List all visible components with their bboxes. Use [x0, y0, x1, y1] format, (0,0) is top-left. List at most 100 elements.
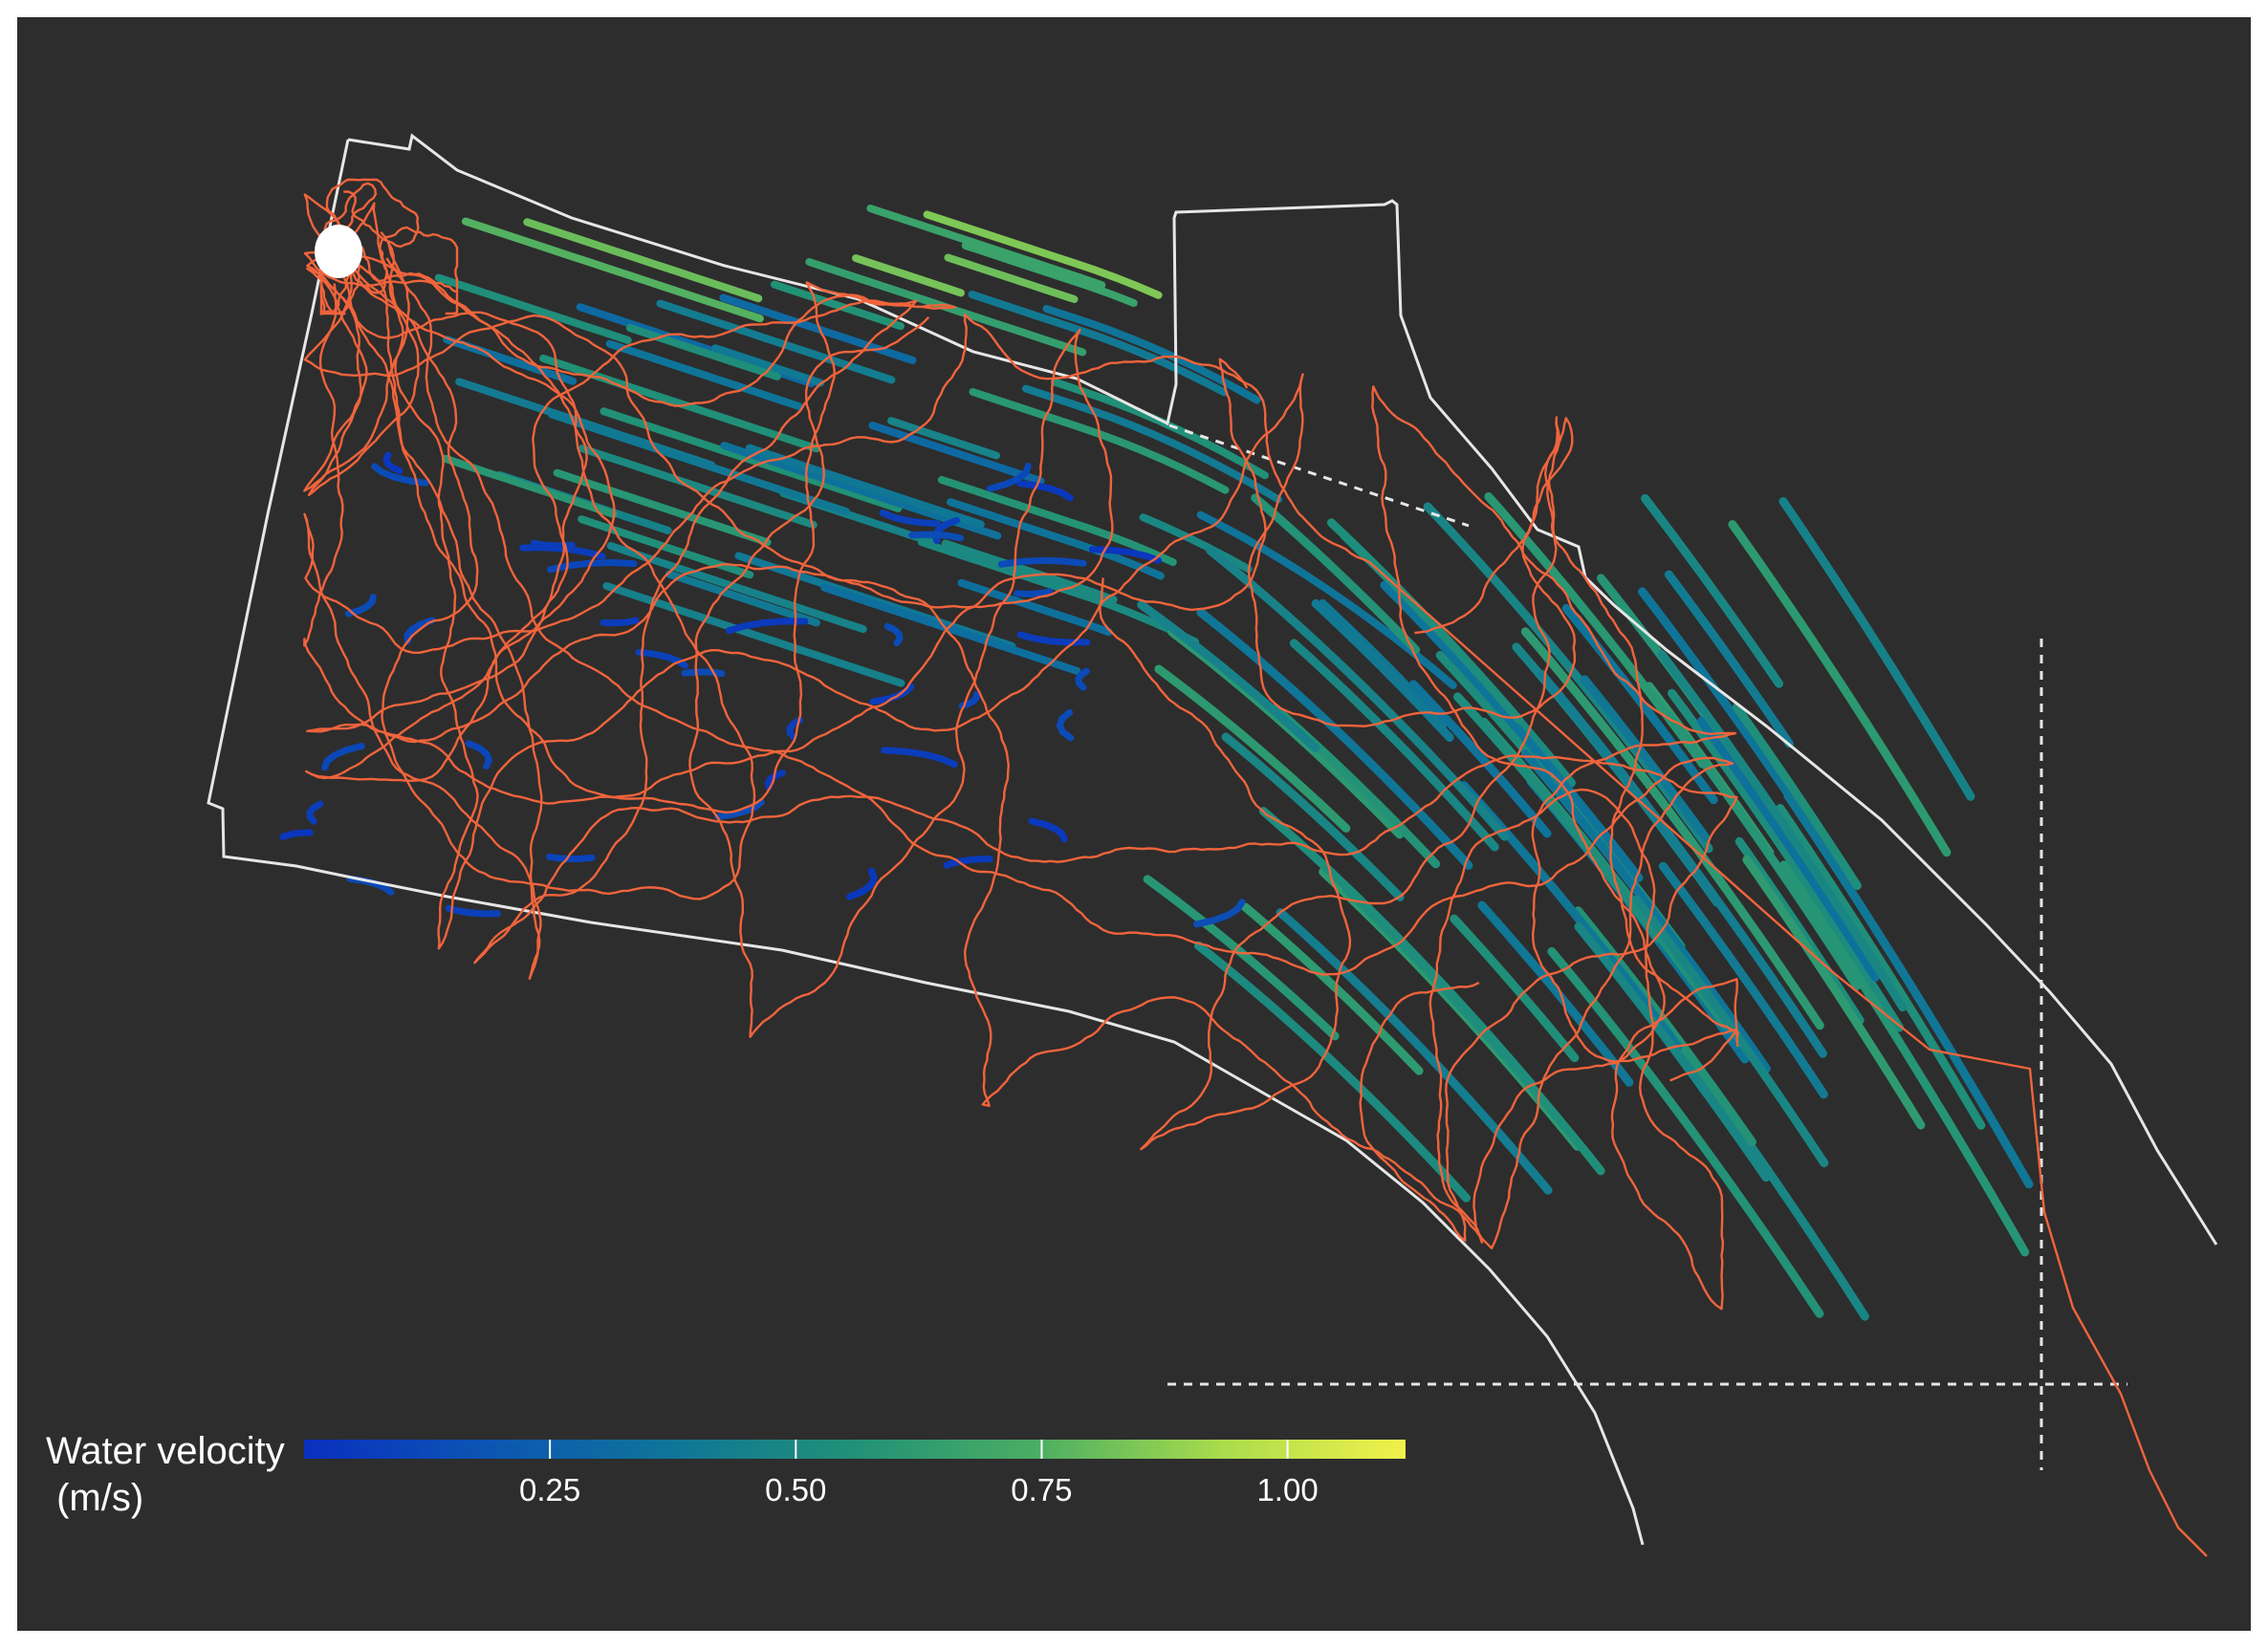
streamline-outlet-0 [1641, 494, 1784, 688]
streamline-eddy-10 [714, 798, 765, 820]
streamline-outlet-29 [1318, 598, 1448, 729]
streamline-outlet-57 [1632, 895, 1829, 1168]
streamline-eddy-17 [943, 856, 993, 869]
streamline-outlet-4 [1537, 669, 1827, 1058]
streamline-upper-32 [937, 475, 1177, 567]
legend-title: Water velocity [46, 1430, 285, 1472]
streamline-upper-21 [1139, 513, 1253, 574]
streamline-outlet-22 [1668, 688, 1904, 1032]
streamline-eddy-30 [344, 594, 377, 618]
streamline-upper-4 [539, 354, 821, 453]
streamline-upper-33 [947, 498, 1165, 580]
streamline-upper-46 [606, 542, 867, 634]
streamline-outlet-27 [1776, 804, 1986, 1130]
streamline-eddy-4 [371, 463, 429, 487]
streamline-outlet-47 [1258, 807, 1536, 1089]
streamline-upper-24 [523, 218, 763, 303]
streamline-upper-29 [969, 388, 1230, 494]
streamline-outlet-14 [1276, 908, 1553, 1195]
streamline-outlet-58 [1221, 732, 1405, 901]
streamline-outlet-45 [1450, 914, 1580, 1063]
streamline-outlet-19 [1167, 627, 1405, 839]
streamline-upper-41 [1022, 384, 1282, 504]
streamline-upper-14 [719, 293, 917, 364]
fish-track-2 [303, 283, 1739, 1311]
streamline-eddy-27 [786, 716, 803, 741]
streamline-outlet-32 [1779, 860, 2030, 1257]
fish-track-3 [303, 193, 1114, 1038]
streamline-eddy-16 [306, 800, 324, 825]
streamline-eddy-34 [547, 558, 638, 574]
streamline-eddy-22 [725, 618, 809, 635]
streamline-eddy-8 [879, 510, 941, 528]
streamline-upper-38 [770, 280, 905, 331]
release-point-marker [315, 225, 362, 278]
streamline-upper-22 [918, 538, 1199, 646]
legend: Water velocity (m/s) 0.25 0.50 0.75 1.00 [46, 1430, 1406, 1519]
streamline-upper-47 [957, 578, 1113, 637]
fish-tracks [303, 178, 2208, 1557]
streamline-upper-19 [745, 444, 985, 529]
streamline-eddy-36 [883, 622, 904, 647]
streamline-eddy-7 [881, 747, 958, 769]
velocity-track-plot: Water velocity (m/s) 0.25 0.50 0.75 1.00 [46, 133, 2218, 1557]
streamline-eddy-37 [958, 691, 980, 709]
streamline-eddy-20 [1028, 817, 1068, 843]
streamline-upper-44 [553, 468, 772, 547]
streamline-outlet-17 [1638, 587, 1795, 801]
streamline-outlet-44 [1196, 608, 1473, 870]
legend-tick-label-0: 0.25 [519, 1472, 580, 1507]
streamline-outlet-31 [1194, 941, 1471, 1203]
streamline-outlet-42 [1520, 749, 1771, 1073]
streamline-eddy-3 [1014, 588, 1054, 597]
legend-ticks: 0.25 0.50 0.75 1.00 [519, 1440, 1319, 1507]
fish-track-0 [303, 260, 2208, 1557]
streamline-upper-25 [852, 254, 965, 297]
streamline-outlet-39 [1380, 580, 1644, 882]
streamline-outlet-25 [1658, 861, 1828, 1099]
streamline-eddy-11 [382, 451, 403, 474]
streamline-upper-35 [665, 570, 820, 627]
streamline-upper-26 [434, 273, 632, 344]
streamline-eddy-35 [908, 531, 965, 542]
streamline-eddy-12 [635, 648, 688, 669]
streamline-outlet-53 [1742, 855, 1926, 1130]
dashed-boundary-top [1168, 423, 1470, 528]
fish-track-release-1 [319, 182, 378, 316]
streamline-upper-1 [944, 253, 1079, 303]
legend-tick-label-3: 1.00 [1256, 1472, 1318, 1507]
streamline-upper-42 [547, 410, 850, 515]
streamline-eddy-32 [1193, 899, 1246, 928]
streamline-upper-39 [656, 299, 896, 384]
streamline-outlet-3 [1520, 627, 1824, 1030]
streamline-outlet-33 [1783, 791, 2034, 1189]
streamline-outlet-54 [1326, 518, 1523, 725]
figure-panel: Water velocity (m/s) 0.25 0.50 0.75 1.00 [17, 17, 2251, 1631]
streamline-upper-28 [711, 344, 825, 387]
streamline-eddy-1 [846, 867, 878, 900]
streamline-outlet-52 [1664, 570, 1794, 748]
streamline-eddy-13 [279, 829, 314, 840]
streamline-upper-16 [605, 339, 803, 410]
streamline-outlet-9 [1574, 906, 1756, 1147]
legend-tick-label-2: 0.75 [1011, 1472, 1072, 1507]
streamline-upper-12 [866, 205, 1106, 290]
streamline-outlet-30 [1696, 716, 1880, 982]
streamline-upper-6 [600, 407, 903, 512]
streamline-outlet-46 [1580, 675, 1710, 841]
streamline-outlet-6 [1778, 497, 1975, 801]
streamline-eddy-14 [600, 617, 640, 627]
streamline-upper-40 [443, 336, 578, 385]
streamline-eddy-23 [997, 556, 1087, 568]
streamline-upper-30 [868, 422, 1045, 486]
fish-track-5 [341, 249, 1738, 1242]
streamline-eddy-38 [681, 668, 726, 678]
legend-unit: (m/s) [46, 1477, 143, 1519]
streamline-upper-34 [941, 539, 1118, 604]
streamline-outlet-51 [1728, 520, 1952, 857]
streamline-eddy-21 [1016, 480, 1074, 502]
fish-track-6 [385, 257, 1738, 1249]
streamline-upper-36 [461, 217, 764, 323]
streamline-eddy-29 [321, 743, 365, 771]
streamline-upper-27 [625, 324, 781, 380]
